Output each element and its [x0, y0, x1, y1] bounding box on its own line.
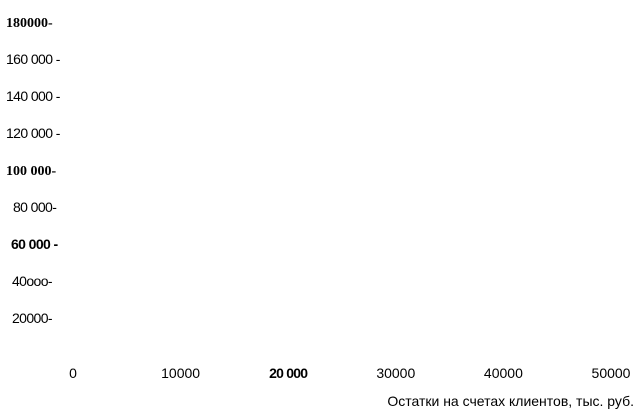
y-tick-label: 100 000-: [6, 164, 57, 179]
y-tick-label: 80 000-: [13, 199, 57, 215]
y-tick-label: 180000-: [6, 16, 53, 31]
x-tick-label: 10000: [161, 365, 200, 381]
x-tick-label: 40000: [484, 365, 523, 381]
y-axis-ticks: 180000- 160 000 - 140 000 - 120 000 - 100 00…: [6, 16, 61, 326]
x-tick-label: 20 000: [269, 365, 308, 381]
y-tick-label: 160 000 -: [6, 51, 61, 67]
y-tick-label: 140 000 -: [6, 88, 61, 104]
y-tick-label: 20000-: [12, 310, 53, 326]
x-tick-label: 50000: [592, 365, 631, 381]
x-axis-ticks: 0 10000 20 000 30000 40000 50000: [69, 365, 631, 381]
x-tick-label: 0: [69, 365, 77, 381]
x-axis-label: Остатки на счетах клиентов, тыс. руб.: [387, 393, 634, 409]
y-tick-label: 40ооо-: [12, 273, 53, 289]
y-tick-label: 60 000 -: [11, 236, 59, 252]
x-tick-label: 30000: [376, 365, 415, 381]
y-tick-label: 120 000 -: [6, 125, 61, 141]
